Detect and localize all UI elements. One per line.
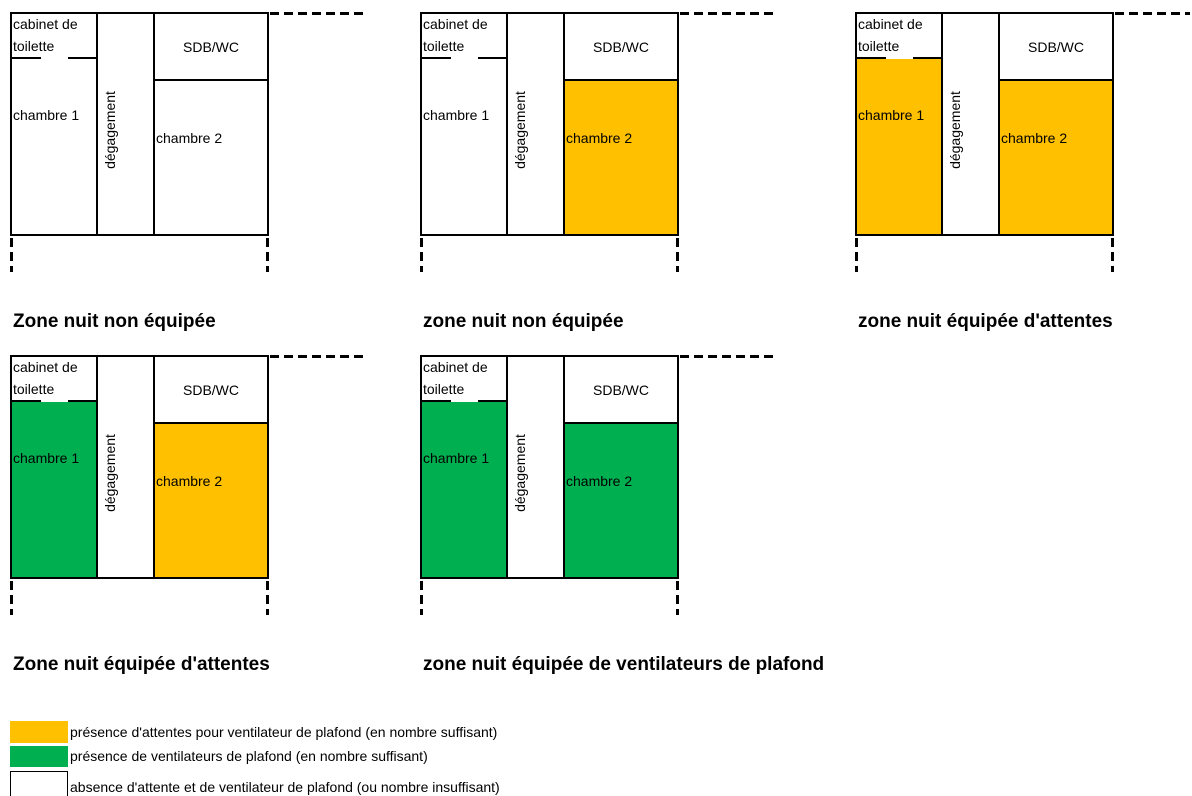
room-label-sdb-wc: SDB/WC	[593, 381, 649, 398]
room-label-chambre-1: chambre 1	[858, 107, 925, 123]
room-label-cabinet-de-toilette: cabinet de toilette	[423, 359, 488, 397]
room-label-sdb-wc: SDB/WC	[1028, 38, 1084, 55]
room-label-cabinet-de-toilette: cabinet de toilette	[13, 16, 78, 54]
room-label-degagement: dégagement	[512, 91, 528, 169]
room-chambre-1	[857, 59, 941, 234]
zone-nuit-panel: cabinet de toilette SDB/WC dégagement ch…	[10, 12, 363, 332]
wall	[12, 57, 41, 59]
room-chambre-2	[565, 81, 677, 234]
panel-caption: zone nuit non équipée	[423, 311, 624, 332]
room-label-cabinet-de-toilette: cabinet de toilette	[423, 16, 488, 54]
room-label-sdb-wc: SDB/WC	[183, 38, 239, 55]
panel-caption: Zone nuit équipée d'attentes	[13, 654, 270, 675]
room-label-chambre-1: chambre 1	[423, 107, 490, 123]
wall	[913, 57, 941, 59]
room-label-chambre-2: chambre 2	[156, 473, 223, 489]
room-label-chambre-2: chambre 2	[566, 473, 633, 489]
legend-item: présence d'attentes pour ventilateur de …	[10, 721, 630, 743]
zone-nuit-panel: cabinet de toilette SDB/WC dégagement ch…	[855, 12, 1190, 332]
room-chambre-2	[155, 424, 267, 577]
floor-plan: cabinet de toilette SDB/WC dégagement ch…	[855, 12, 1190, 272]
wall	[998, 79, 1112, 81]
legend-swatch	[10, 746, 68, 767]
room-label-chambre-2: chambre 2	[1001, 130, 1068, 146]
dashed-boundary-line	[266, 238, 269, 272]
wall	[563, 422, 677, 424]
floor-plan: cabinet de toilette SDB/WC dégagement ch…	[420, 12, 773, 272]
dashed-boundary-line	[270, 355, 363, 358]
wall	[153, 357, 155, 577]
room-label-sdb-wc: SDB/WC	[593, 38, 649, 55]
legend-item: absence d'attente et de ventilateur de p…	[10, 771, 630, 796]
legend-swatch	[10, 771, 68, 796]
dashed-boundary-line	[855, 238, 858, 272]
room-label-degagement: dégagement	[512, 434, 528, 512]
dashed-boundary-line	[676, 581, 679, 615]
zone-nuit-panel: cabinet de toilette SDB/WC dégagement ch…	[420, 12, 773, 332]
wall	[96, 357, 98, 577]
zone-nuit-panel: cabinet de toilette SDB/WC dégagement ch…	[10, 355, 363, 675]
wall	[563, 14, 565, 234]
room-label-cabinet-de-toilette: cabinet de toilette	[858, 16, 923, 54]
room-label-chambre-2: chambre 2	[156, 130, 223, 146]
room-label-cabinet-de-toilette: cabinet de toilette	[13, 359, 78, 397]
dashed-boundary-line	[680, 12, 773, 15]
room-chambre-2	[1000, 81, 1112, 234]
wall	[422, 400, 451, 402]
legend-label: présence de ventilateurs de plafond (en …	[70, 748, 428, 764]
floor-plan: cabinet de toilette SDB/WC dégagement ch…	[10, 12, 363, 272]
dashed-boundary-line	[270, 12, 363, 15]
wall	[998, 14, 1000, 234]
panel-caption: zone nuit équipée d'attentes	[858, 311, 1113, 332]
wall	[153, 422, 267, 424]
room-label-chambre-1: chambre 1	[13, 450, 80, 466]
room-chambre-2	[565, 424, 677, 577]
wall	[478, 57, 506, 59]
room-label-chambre-1: chambre 1	[423, 450, 490, 466]
room-chambre-2	[155, 81, 267, 234]
wall	[422, 57, 451, 59]
dashed-boundary-line	[1115, 12, 1190, 15]
zone-nuit-panel: cabinet de toilette SDB/WC dégagement ch…	[420, 355, 824, 675]
room-label-degagement: dégagement	[102, 434, 118, 512]
dashed-boundary-line	[420, 581, 423, 615]
wall	[478, 400, 506, 402]
room-label-chambre-1: chambre 1	[13, 107, 80, 123]
dashed-boundary-line	[266, 581, 269, 615]
dashed-boundary-line	[680, 355, 773, 358]
wall	[563, 357, 565, 577]
floor-plan: cabinet de toilette SDB/WC dégagement ch…	[420, 355, 773, 615]
legend-label: absence d'attente et de ventilateur de p…	[70, 779, 500, 795]
legend-label: présence d'attentes pour ventilateur de …	[70, 724, 498, 740]
room-chambre-1	[422, 59, 506, 234]
room-chambre-1	[422, 402, 506, 577]
wall	[68, 57, 96, 59]
wall	[857, 57, 886, 59]
room-label-sdb-wc: SDB/WC	[183, 381, 239, 398]
room-chambre-1	[12, 59, 96, 234]
wall	[941, 14, 943, 234]
panel-caption: zone nuit équipée de ventilateurs de pla…	[423, 654, 825, 675]
wall	[12, 400, 41, 402]
room-label-chambre-2: chambre 2	[566, 130, 633, 146]
wall	[96, 14, 98, 234]
dashed-boundary-line	[1111, 238, 1114, 272]
room-label-degagement: dégagement	[102, 91, 118, 169]
room-label-degagement: dégagement	[947, 91, 963, 169]
wall	[506, 14, 508, 234]
wall	[153, 79, 267, 81]
wall	[563, 79, 677, 81]
legend-item: présence de ventilateurs de plafond (en …	[10, 746, 630, 767]
wall	[68, 400, 96, 402]
floor-plan: cabinet de toilette SDB/WC dégagement ch…	[10, 355, 363, 615]
dashed-boundary-line	[10, 238, 13, 272]
room-chambre-1	[12, 402, 96, 577]
panel-caption: Zone nuit non équipée	[13, 311, 216, 332]
dashed-boundary-line	[420, 238, 423, 272]
dashed-boundary-line	[10, 581, 13, 615]
dashed-boundary-line	[676, 238, 679, 272]
wall	[506, 357, 508, 577]
legend-swatch	[10, 721, 68, 743]
wall	[153, 14, 155, 234]
